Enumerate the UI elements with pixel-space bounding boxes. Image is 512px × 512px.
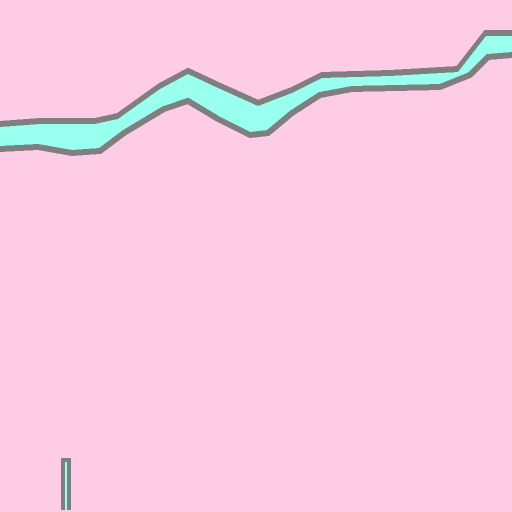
terrain-bottom-outline <box>0 52 512 157</box>
terrain-body <box>0 36 512 150</box>
player-paddle[interactable] <box>61 458 71 510</box>
terrain-top-outline <box>0 30 512 127</box>
